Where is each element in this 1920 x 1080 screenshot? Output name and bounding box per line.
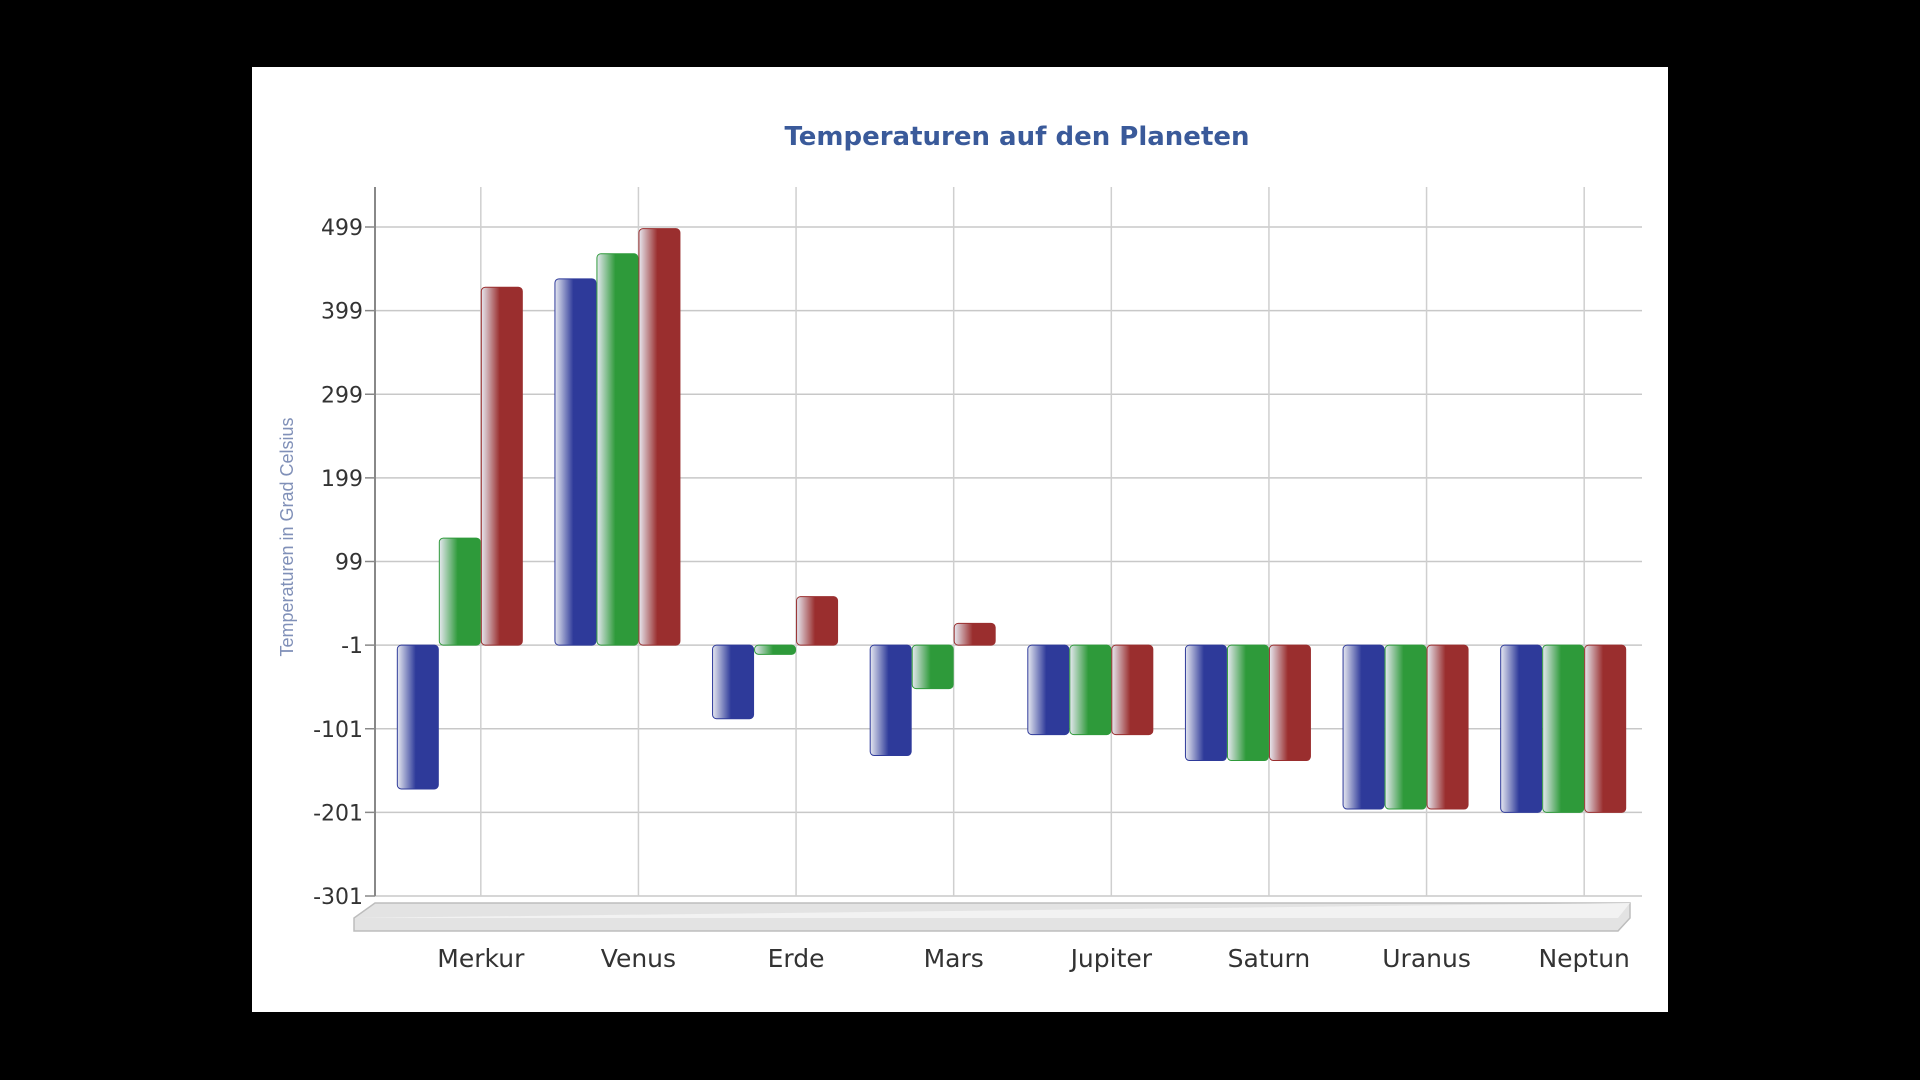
- y-tick-label: 399: [321, 300, 363, 325]
- bar-chart: Temperaturen auf den Planeten Temperatur…: [277, 122, 1642, 973]
- x-tick-label-neptun: Neptun: [1538, 944, 1629, 973]
- y-axis-ticks: 499 399 299 199 99 -1 -101 -201 -301: [313, 216, 375, 910]
- bar-uranus-series-1: [1342, 644, 1385, 810]
- bar-venus-series-1: [554, 278, 597, 646]
- x-tick-label-mars: Mars: [924, 944, 984, 973]
- y-tick-label: 499: [321, 216, 363, 241]
- x-tick-label-saturn: Saturn: [1228, 944, 1311, 973]
- bar-erde-series-1: [712, 644, 755, 720]
- bar-venus-series-2: [596, 253, 639, 646]
- bar-erde-series-3: [796, 596, 839, 646]
- bar-jupiter-series-2: [1069, 644, 1112, 736]
- bar-uranus-series-3: [1426, 644, 1469, 810]
- y-tick-label: 99: [335, 551, 363, 576]
- floor-highlight: [354, 903, 1630, 918]
- x-tick-label-erde: Erde: [768, 944, 825, 973]
- y-axis-label: Temperaturen in Grad Celsius: [277, 417, 297, 656]
- x-tick-label-merkur: Merkur: [437, 944, 525, 973]
- bar-neptun-series-3: [1584, 644, 1627, 813]
- bar-merkur-series-2: [438, 537, 481, 646]
- y-tick-label: -301: [313, 885, 363, 910]
- bars-layer: [396, 228, 1627, 813]
- bar-saturn-series-2: [1226, 644, 1269, 762]
- bar-jupiter-series-3: [1111, 644, 1154, 736]
- bar-merkur-series-1: [396, 644, 439, 790]
- x-axis-ticks: Merkur Venus Erde Mars Jupiter Saturn Uranus Ne…: [437, 944, 1630, 973]
- y-tick-label: -1: [341, 634, 363, 659]
- bar-saturn-series-3: [1268, 644, 1311, 762]
- bar-neptun-series-2: [1542, 644, 1585, 813]
- chart-title: Temperaturen auf den Planeten: [784, 122, 1249, 152]
- bar-erde-series-2: [754, 644, 797, 655]
- chart-floor: [353, 902, 1631, 932]
- bar-jupiter-series-1: [1027, 644, 1070, 736]
- x-tick-label-uranus: Uranus: [1382, 944, 1471, 973]
- y-tick-label: -201: [313, 801, 363, 826]
- bar-merkur-series-3: [480, 286, 523, 646]
- y-tick-label: -101: [313, 718, 363, 743]
- bar-saturn-series-1: [1184, 644, 1227, 762]
- x-tick-label-venus: Venus: [601, 944, 676, 973]
- y-tick-label: 299: [321, 383, 363, 408]
- bar-venus-series-3: [638, 228, 681, 646]
- chart-panel: Temperaturen auf den Planeten Temperatur…: [252, 67, 1668, 1012]
- y-tick-label: 199: [321, 467, 363, 492]
- bar-mars-series-2: [911, 644, 954, 690]
- x-tick-label-jupiter: Jupiter: [1069, 944, 1153, 973]
- bar-uranus-series-2: [1384, 644, 1427, 810]
- bar-neptun-series-1: [1500, 644, 1543, 813]
- bar-mars-series-1: [869, 644, 912, 757]
- bar-mars-series-3: [953, 622, 996, 646]
